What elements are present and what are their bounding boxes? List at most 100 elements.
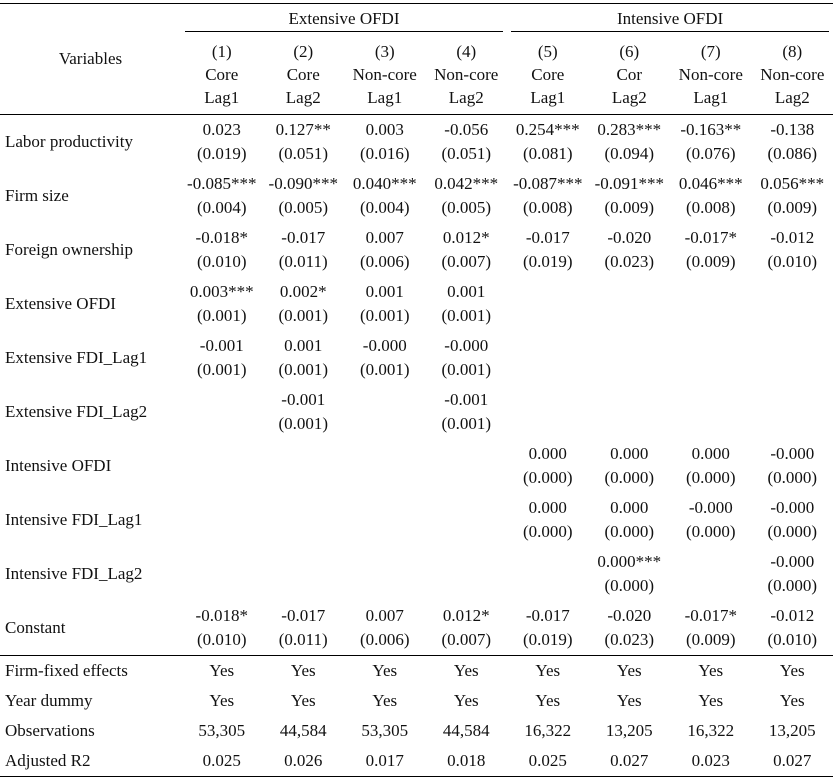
footer-value: 0.023 [691,751,730,770]
footer-value: 44,584 [279,721,327,740]
coefficient: -0.012 [770,228,815,247]
footer-value: Yes [616,661,642,680]
footer-value: Yes [209,691,235,710]
standard-error: (0.000) [767,468,818,487]
standard-error: (0.076) [685,144,736,163]
column-header-type: Cor [616,65,643,84]
column-header-num: (2) [293,42,314,61]
footer-value: Yes [535,691,561,710]
column-header-lag: Lag2 [774,88,810,107]
coefficient: 0.012* [442,228,490,247]
coefficient: 0.127** [275,120,331,139]
column-header-6: (6) Cor Lag2 [589,35,671,115]
coefficient-cell: -0.091*** (0.009) [589,169,671,223]
column-header-4: (4) Non-core Lag2 [426,35,508,115]
coefficient-cell [670,547,752,601]
standard-error: (0.001) [441,306,492,325]
footer-label: Year dummy [5,691,93,710]
column-header-num: (3) [374,42,395,61]
coefficient: 0.007 [365,606,404,625]
coefficient: 0.012* [442,606,490,625]
column-header-row: (1) Core Lag1 (2) Core Lag2 (3) Non-core Lag1 (4)… [0,35,834,115]
coefficient-cell: -0.056 (0.051) [426,115,508,170]
coefficient-cell: -0.000 (0.000) [752,439,834,493]
coefficient: 0.007 [365,228,404,247]
standard-error: (0.000) [767,522,818,541]
coefficient: -0.020 [607,606,652,625]
column-header-num: (7) [700,42,721,61]
footer-value: Yes [290,691,316,710]
column-header-lag: Lag1 [367,88,403,107]
standard-error: (0.011) [278,630,328,649]
footer-value: Yes [209,661,235,680]
standard-error: (0.001) [441,360,492,379]
coefficient: -0.085*** [187,174,257,193]
variable-name: Intensive FDI_Lag2 [5,564,143,583]
column-header-lag: Lag1 [693,88,729,107]
footer-value: 13,205 [768,721,816,740]
column-header-3: (3) Non-core Lag1 [344,35,426,115]
standard-error: (0.001) [278,360,329,379]
coefficient-cell [670,385,752,439]
coefficient-cell: 0.001 (0.001) [426,277,508,331]
coefficient: 0.000 [528,444,567,463]
variable-name: Intensive FDI_Lag1 [5,510,143,529]
coefficient: 0.003*** [189,282,254,301]
coefficient-cell [263,547,345,601]
standard-error: (0.010) [196,630,247,649]
variable-name: Extensive OFDI [5,294,116,313]
column-header-lag: Lag1 [530,88,566,107]
coefficient-cell: 0.012* (0.007) [426,223,508,277]
footer-value: Yes [698,691,724,710]
coefficient-cell [263,439,345,493]
coefficient-cell: 0.000 (0.000) [507,493,589,547]
table-footer: Firm-fixed effects Yes Yes Yes Yes Yes Yes Yes Y… [0,656,834,777]
table-row: Labor productivity 0.023 (0.019) 0.127** (0.… [0,115,833,170]
standard-error: (0.001) [196,360,247,379]
standard-error: (0.019) [196,144,247,163]
coefficient-cell [752,385,834,439]
variable-name: Foreign ownership [5,240,133,259]
standard-error: (0.008) [685,198,736,217]
variable-name: Extensive FDI_Lag2 [5,402,148,421]
group-header-extensive: Extensive OFDI [181,4,507,36]
coefficient-cell: -0.001 (0.001) [426,385,508,439]
footer-row: Year dummy Yes Yes Yes Yes Yes Yes Yes Yes [0,686,833,716]
coefficient-cell: 0.046*** (0.008) [670,169,752,223]
column-header-lag: Lag2 [285,88,321,107]
standard-error: (0.001) [359,306,410,325]
coefficient: -0.091*** [594,174,664,193]
standard-error: (0.009) [685,252,736,271]
standard-error: (0.001) [278,414,329,433]
standard-error: (0.001) [441,414,492,433]
coefficient: -0.020 [607,228,652,247]
coefficient-cell: 0.023 (0.019) [181,115,263,170]
coefficient-cell [426,547,508,601]
footer-value: 53,305 [361,721,409,740]
standard-error: (0.086) [767,144,818,163]
coefficient-cell: -0.087*** (0.008) [507,169,589,223]
coefficient: -0.018* [195,228,248,247]
coefficient-cell: -0.012 (0.010) [752,601,834,656]
coefficient-cell [181,439,263,493]
coefficient: -0.012 [770,606,815,625]
footer-value: 53,305 [198,721,246,740]
coefficient: 0.056*** [760,174,825,193]
coefficient: -0.000 [770,498,815,517]
coefficient-cell [507,277,589,331]
coefficient-cell [344,439,426,493]
footer-value: 0.025 [528,751,567,770]
coefficient: -0.017 [281,228,326,247]
column-header-num: (1) [211,42,232,61]
coefficient: 0.046*** [678,174,743,193]
coefficient: 0.001 [365,282,404,301]
standard-error: (0.000) [522,468,573,487]
standard-error: (0.006) [359,252,410,271]
footer-row: Adjusted R2 0.025 0.026 0.017 0.018 0.025 0.02… [0,746,834,777]
coefficient-cell: -0.000 (0.000) [752,547,834,601]
variable-name: Extensive FDI_Lag1 [5,348,148,367]
standard-error: (0.001) [278,306,329,325]
coefficient-cell: 0.127** (0.051) [263,115,345,170]
coefficient-cell: 0.003 (0.016) [344,115,426,170]
standard-error: (0.000) [522,522,573,541]
